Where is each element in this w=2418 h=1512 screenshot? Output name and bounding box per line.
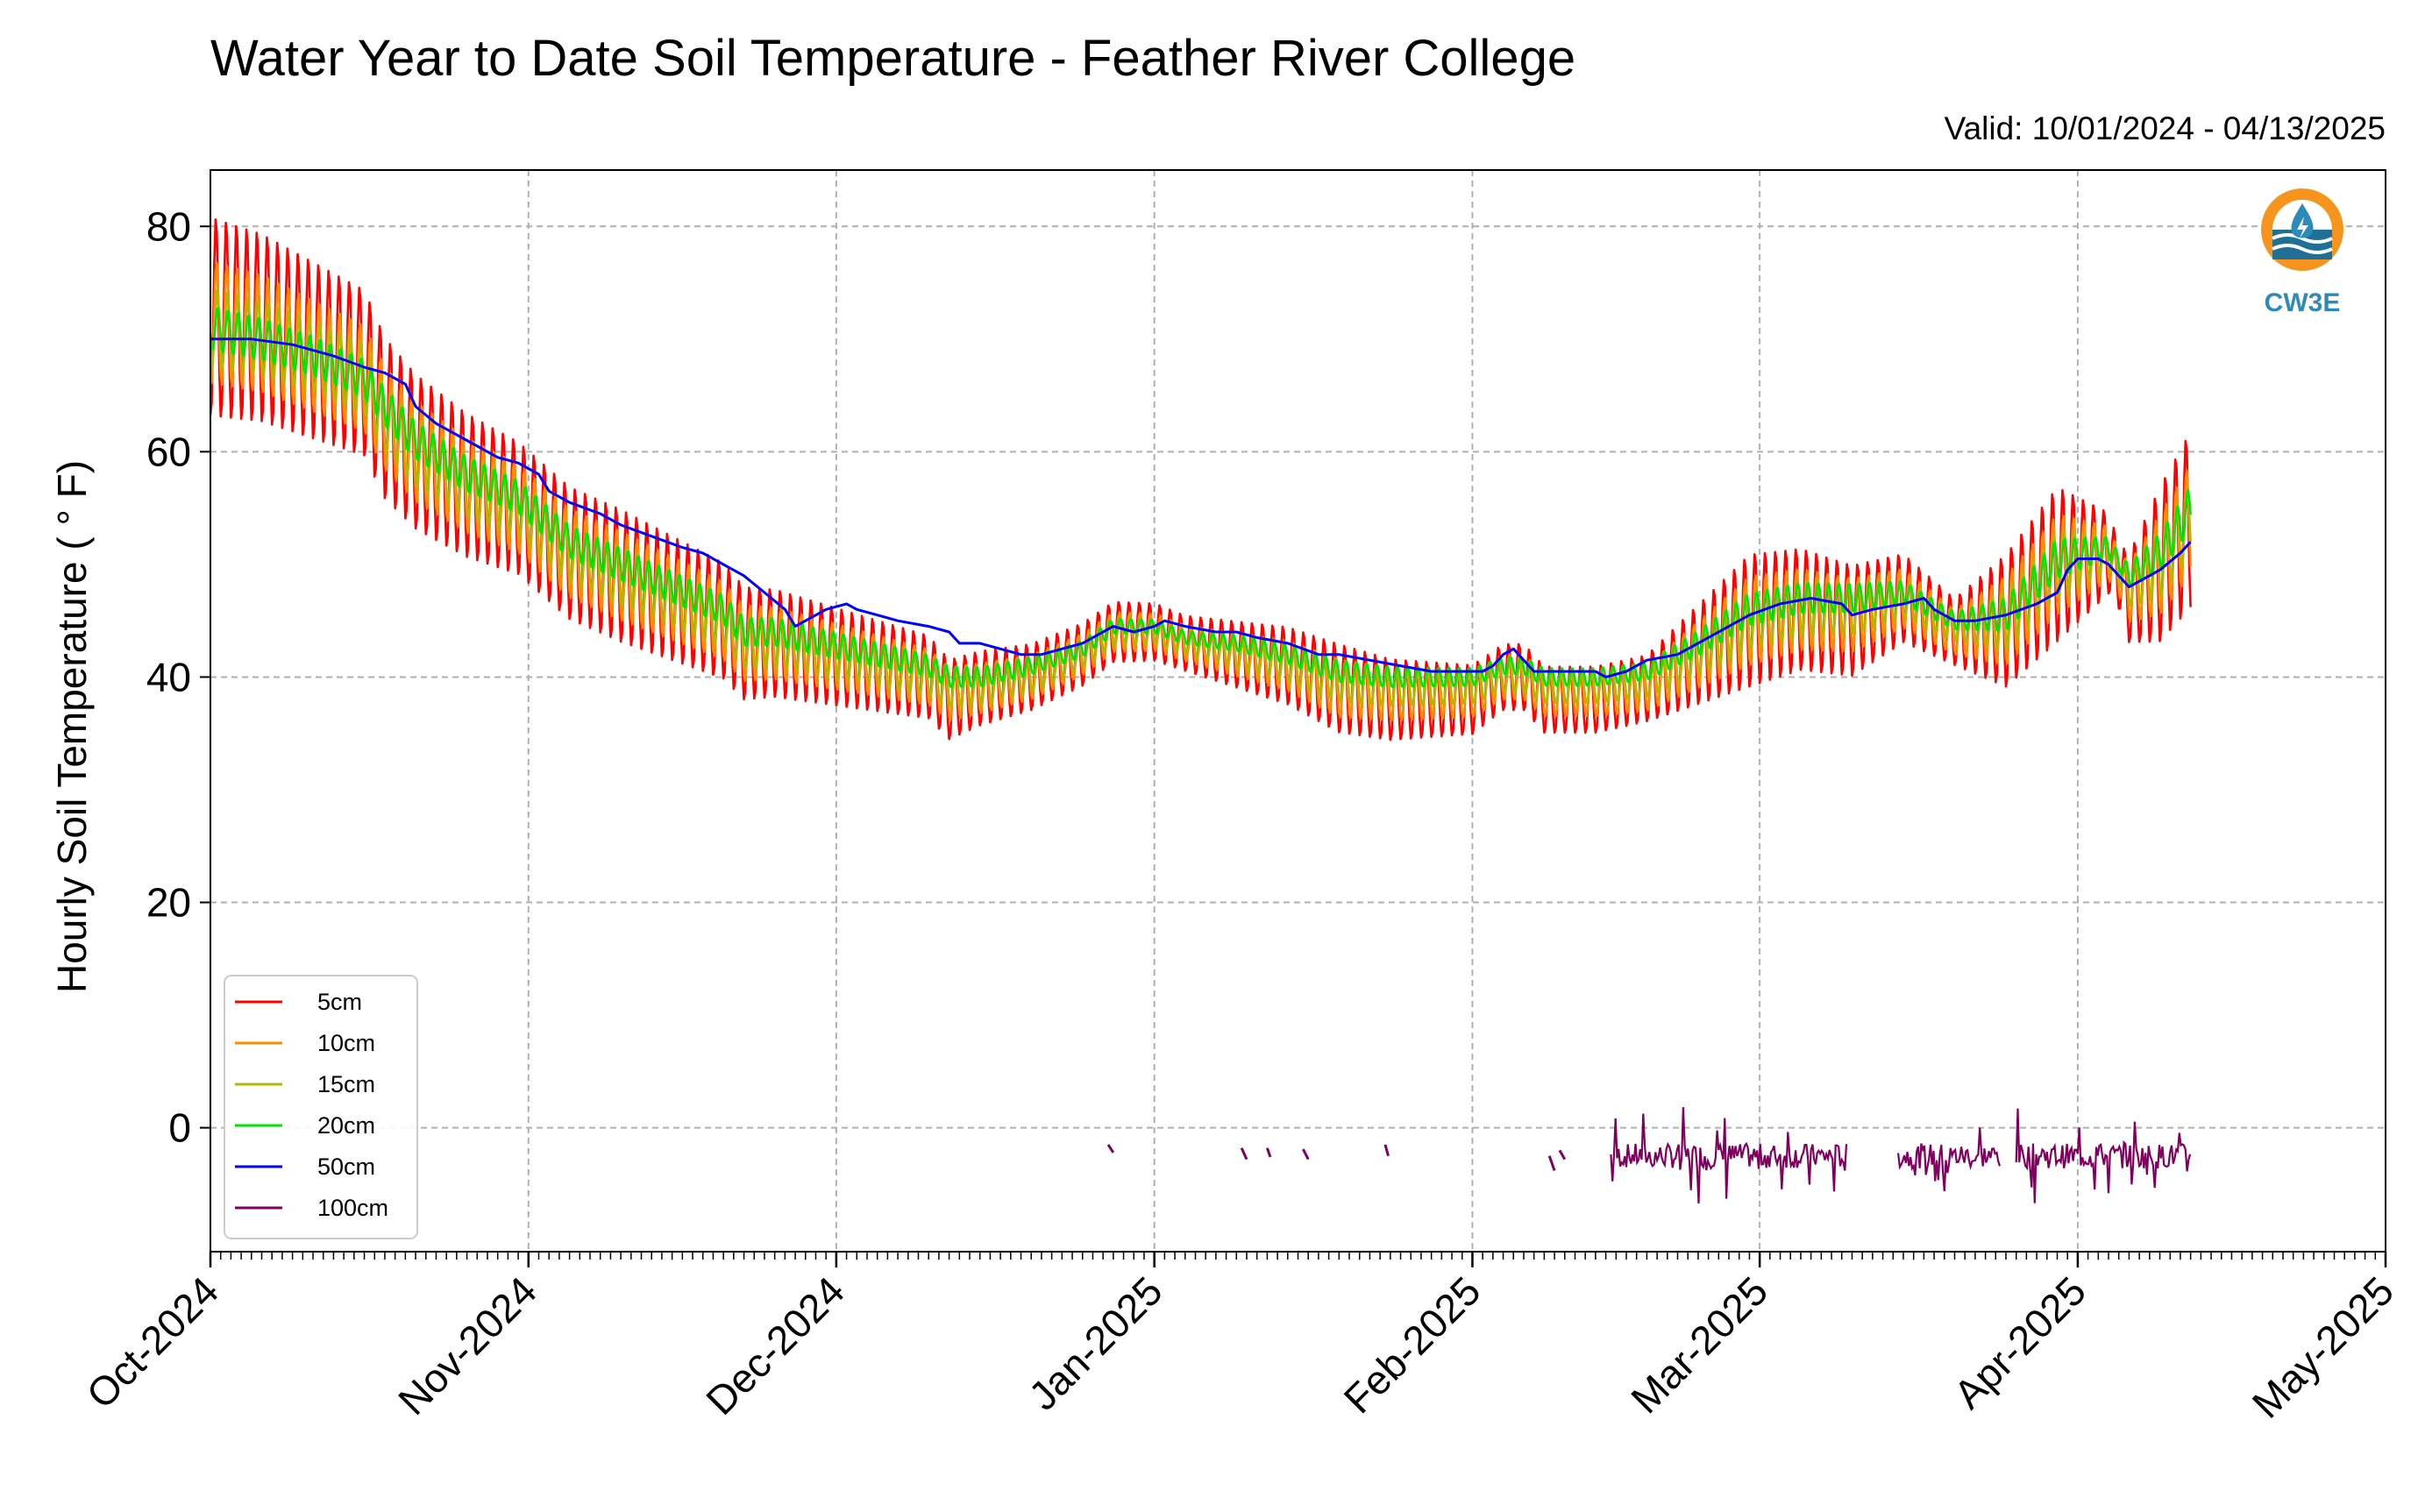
x-tick-label: Dec-2024 bbox=[697, 1267, 853, 1423]
y-tick-label: 40 bbox=[146, 654, 191, 699]
cw3e-logo-text: CW3E bbox=[2265, 288, 2341, 317]
legend-label-100cm: 100cm bbox=[317, 1195, 388, 1221]
series-segment-100cm bbox=[1240, 1147, 1248, 1161]
legend-label-5cm: 5cm bbox=[317, 989, 362, 1015]
x-tick-label: Mar-2025 bbox=[1622, 1267, 1776, 1422]
axis-ticks bbox=[200, 225, 2387, 1267]
x-tick-label: Nov-2024 bbox=[389, 1267, 545, 1423]
series-segment-100cm bbox=[1265, 1147, 1272, 1158]
series-segment-100cm bbox=[1383, 1144, 1390, 1157]
series-line-50cm bbox=[210, 337, 2192, 678]
y-tick-label: 80 bbox=[146, 203, 191, 249]
x-tick-label: Feb-2025 bbox=[1335, 1267, 1490, 1422]
x-tick-label: Jan-2025 bbox=[1020, 1267, 1170, 1418]
legend-label-15cm: 15cm bbox=[317, 1071, 375, 1097]
series-line-20cm bbox=[210, 307, 2192, 689]
legend-label-10cm: 10cm bbox=[317, 1030, 375, 1056]
chart-subtitle: Valid: 10/01/2024 - 04/13/2025 bbox=[1945, 110, 2386, 146]
x-tick-label: Apr-2025 bbox=[1945, 1267, 2094, 1417]
x-tick-label: May-2025 bbox=[2244, 1267, 2402, 1426]
y-tick-label: 0 bbox=[168, 1105, 191, 1151]
grid-lines bbox=[210, 170, 2386, 1252]
series-segment-100cm bbox=[1897, 1127, 2002, 1192]
legend-label-20cm: 20cm bbox=[317, 1112, 375, 1139]
series-segment-100cm bbox=[1558, 1149, 1567, 1161]
series-line-100cm bbox=[1106, 1107, 2192, 1203]
series-segment-100cm bbox=[1106, 1144, 1115, 1154]
x-tick-label: Oct-2024 bbox=[78, 1267, 228, 1417]
legend-label-50cm: 50cm bbox=[317, 1154, 375, 1180]
legend-box bbox=[224, 975, 418, 1239]
series-segment-100cm bbox=[1547, 1155, 1556, 1171]
x-axis-tick-labels: Oct-2024 Nov-2024 Dec-2024 Jan-2025 Feb-2025… bbox=[78, 1267, 2403, 1426]
legend: 5cm 10cm 15cm 20cm 50cm 100cm bbox=[224, 975, 418, 1239]
chart-title: Water Year to Date Soil Temperature - Fe… bbox=[210, 30, 1575, 87]
y-tick-label: 20 bbox=[146, 880, 191, 926]
series-segment-100cm bbox=[1610, 1107, 1848, 1203]
series-line-5cm bbox=[210, 218, 2192, 742]
series-segment-100cm bbox=[1302, 1148, 1310, 1161]
series-segment-100cm bbox=[2015, 1108, 2192, 1203]
y-axis-label: Hourly Soil Temperature ( ° F) bbox=[49, 460, 95, 993]
y-axis-tick-labels: 0 20 40 60 80 bbox=[146, 203, 191, 1150]
y-tick-label: 60 bbox=[146, 429, 191, 474]
series-lines bbox=[210, 218, 2192, 1203]
cw3e-logo-icon bbox=[2261, 188, 2343, 271]
cw3e-logo: CW3E bbox=[2261, 188, 2343, 317]
